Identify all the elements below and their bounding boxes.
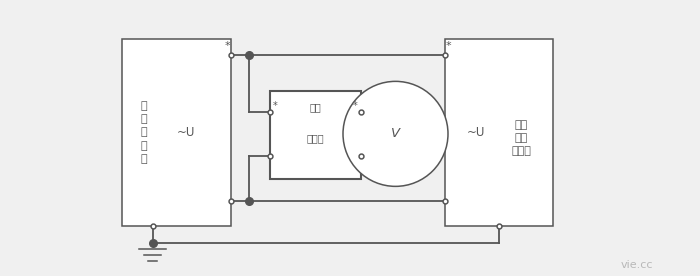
Bar	[270, 91, 360, 179]
Text: V: V	[391, 127, 400, 140]
Text: *: *	[273, 101, 277, 111]
Text: ~U: ~U	[176, 126, 195, 139]
Text: *: *	[354, 101, 358, 111]
Text: ~U: ~U	[467, 126, 485, 139]
Bar	[122, 39, 231, 226]
Text: 变频
电量
分析仪: 变频 电量 分析仪	[512, 120, 531, 156]
Bar	[444, 39, 553, 226]
Text: vie.cc: vie.cc	[621, 260, 653, 270]
Text: 电
压
信
号
源: 电 压 信 号 源	[140, 101, 147, 164]
Text: *: *	[445, 41, 451, 51]
Ellipse shape	[343, 81, 448, 186]
Text: *: *	[225, 41, 230, 51]
Text: 标准: 标准	[309, 103, 321, 113]
Text: 分压器: 分压器	[306, 133, 324, 143]
